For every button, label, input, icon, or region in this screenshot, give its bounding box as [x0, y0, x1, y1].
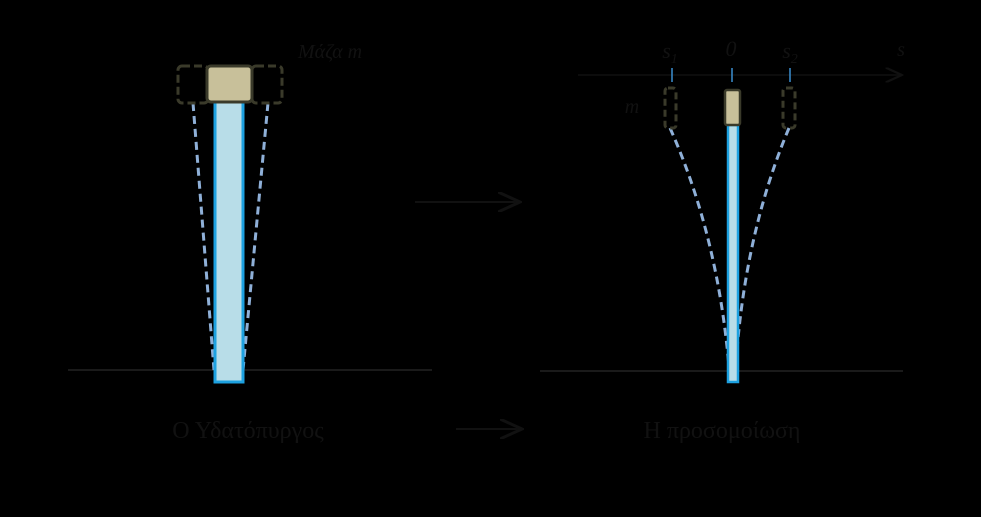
origin-label: 0 — [726, 36, 737, 61]
sway-left — [191, 102, 216, 371]
mass-ghost-left — [663, 86, 678, 130]
mass-ghost-right — [250, 64, 284, 105]
mass — [723, 88, 742, 127]
mass — [205, 64, 254, 104]
s2-label: s2 — [782, 38, 798, 67]
mass-ghost-right — [781, 86, 797, 130]
s1-main: s — [662, 38, 671, 63]
sway-right — [241, 102, 270, 371]
mass-label: Μάζα m — [297, 41, 362, 63]
tower — [726, 123, 740, 384]
s1-sub: 1 — [671, 52, 678, 67]
s2-main: s — [782, 38, 791, 63]
caption: Η προσομοίωση — [644, 418, 801, 444]
mass-label: m — [625, 96, 639, 118]
tower — [213, 98, 245, 384]
s1-label: s1 — [662, 38, 678, 67]
s2-sub: 2 — [791, 52, 798, 67]
caption: Ο Υδατόπυργος — [172, 418, 324, 444]
axis-label: s — [897, 39, 905, 61]
